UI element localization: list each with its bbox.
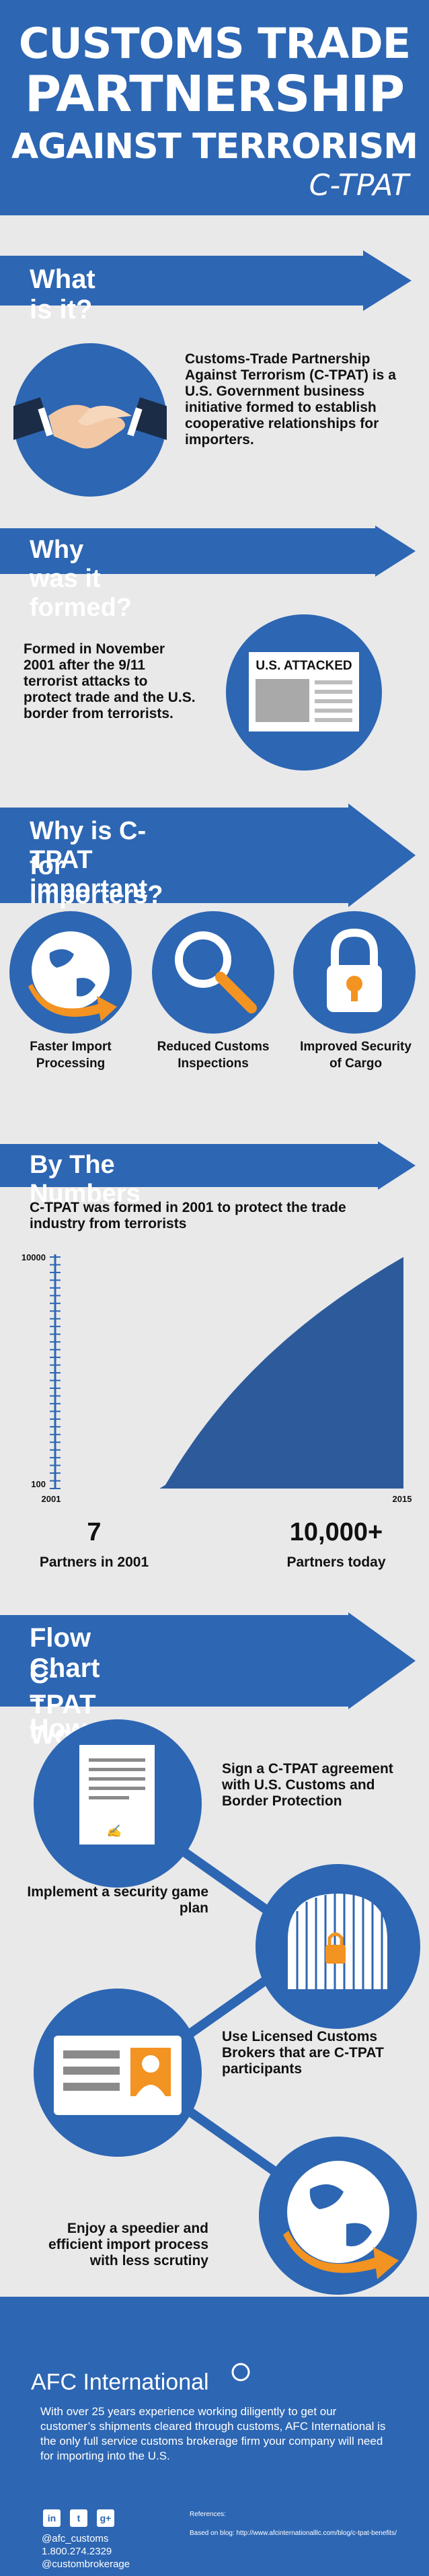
header-banner: CUSTOMS TRADE PARTNERSHIP AGAINST TERROR… [0,0,429,215]
stat-partners-2001-value: 7 [87,1518,102,1546]
secure-gate-icon [288,1894,387,1989]
footer-handle[interactable]: @custombrokerage [42,2559,130,2570]
footer-references-text[interactable]: Based on blog: http://www.afcinternation… [190,2530,397,2537]
flow-step-4-text: Enjoy a speedier and efficient import pr… [48,2221,208,2268]
footer: AFC International With over 25 years exp… [0,2297,429,2576]
footer-brand: AFC International [31,2369,209,2395]
brand-ring-icon [231,2363,250,2382]
what-description: Customs-Trade Partnership Against Terror… [185,351,396,448]
flow-step-3-text: Use Licensed Customs Brokers that are C-… [222,2029,384,2077]
benefit-caption-security-1: Improved Security [300,1040,412,1054]
section-title-importance-1: Why is C-TPAT important [30,817,148,903]
benefit-circle-security [293,911,416,1034]
chart-x-tick-label-end: 2015 [393,1494,412,1504]
footer-twitter-handle[interactable]: @afc_customs [42,2533,109,2544]
magnifier-icon [175,931,257,1013]
benefit-caption-inspections: Reduced Customs Inspections [143,1038,284,1072]
numbers-subtitle: C-TPAT was formed in 2001 to protect the… [30,1200,346,1231]
padlock-icon [327,928,382,1012]
linkedin-icon[interactable]: in [43,2509,61,2527]
footer-description: With over 25 years experience working di… [40,2405,386,2462]
flow-step-2-text: Implement a security game plan [27,1884,208,1916]
chart-y-tick-label-top: 10000 [22,1252,46,1262]
benefit-caption-inspections-2: Inspections [178,1057,249,1071]
benefit-caption-faster-1: Faster Import [30,1040,112,1054]
flow-step-2-circle [256,1864,420,2029]
benefit-circle-inspections [152,911,274,1034]
title-acronym: C-TPAT [309,168,409,203]
title-line-2: PARTNERSHIP [24,65,405,123]
benefit-caption-faster-2: Processing [36,1057,106,1071]
handshake-icon [3,397,178,449]
signature-mark: ✍ [106,1824,122,1838]
footer-references-label: References: [190,2511,226,2518]
globe-arrow-icon [28,931,117,1022]
section-title-importance-2: for importers? [30,852,163,909]
broker-id-card-icon [54,2036,182,2115]
section-title-why-formed: Why was it formed? [30,536,132,622]
benefit-caption-security-2: of Cargo [329,1057,383,1071]
section-title-what: What is it? [30,264,95,324]
benefit-circle-faster [9,911,132,1034]
stat-partners-today-value: 10,000+ [289,1518,383,1546]
benefit-caption-inspections-1: Reduced Customs [157,1040,270,1054]
benefit-caption-faster: Faster Import Processing [0,1038,141,1072]
document-icon: ✍ [79,1745,155,1845]
why-formed-description: Formed in November 2001 after the 9/11 t… [24,641,196,721]
flow-step-4-circle [259,2137,417,2295]
chart-area-series [55,1257,403,1489]
google-plus-icon[interactable]: g+ [97,2509,114,2527]
footer-phone[interactable]: 1.800.274.2329 [42,2546,112,2557]
chart-y-tick-label-bottom: 100 [31,1479,46,1489]
stat-partners-2001-label: Partners in 2001 [39,1554,149,1570]
twitter-icon[interactable]: t [70,2509,87,2527]
title-line-3: AGAINST TERRORISM [11,127,418,167]
handshake-circle [3,343,178,497]
newspaper-headline: U.S. ATTACKED [256,659,352,673]
section-title-numbers: By The Numbers [30,1151,141,1208]
globe-arrow-icon [283,2161,399,2279]
chart-x-tick-label-start: 2001 [42,1494,61,1504]
newspaper-icon: U.S. ATTACKED [249,652,359,731]
benefit-caption-security: Improved Security of Cargo [285,1038,426,1072]
growth-chart: 10000 100 2001 2015 [22,1252,412,1504]
flow-step-3-circle [34,1989,202,2157]
flow-step-1-text: Sign a C-TPAT agreement with U.S. Custom… [222,1761,393,1809]
stat-partners-today-label: Partners today [286,1554,386,1570]
flow-step-1-circle: ✍ [34,1719,202,1888]
newspaper-circle: U.S. ATTACKED [226,614,382,771]
title-line-1: CUSTOMS TRADE [18,19,411,68]
section-title-flow-1: Flow Chart – How [30,1623,100,1744]
